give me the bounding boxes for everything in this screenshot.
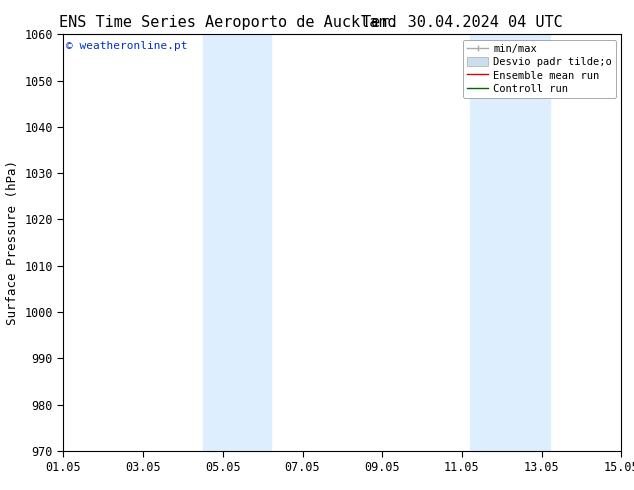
Text: ENS Time Series Aeroporto de Auckland: ENS Time Series Aeroporto de Auckland bbox=[60, 15, 397, 30]
Legend: min/max, Desvio padr tilde;o, Ensemble mean run, Controll run: min/max, Desvio padr tilde;o, Ensemble m… bbox=[463, 40, 616, 98]
Y-axis label: Surface Pressure (hPa): Surface Pressure (hPa) bbox=[6, 160, 19, 325]
Bar bbox=[203, 34, 271, 451]
Text: Ter. 30.04.2024 04 UTC: Ter. 30.04.2024 04 UTC bbox=[363, 15, 563, 30]
Text: © weatheronline.pt: © weatheronline.pt bbox=[66, 41, 188, 50]
Bar bbox=[470, 34, 550, 451]
